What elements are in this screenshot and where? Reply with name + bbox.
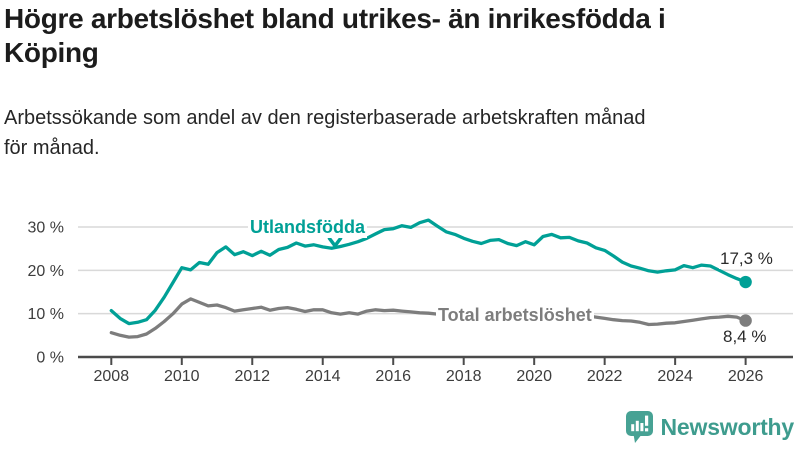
x-axis-tick-label: 2024 bbox=[657, 368, 693, 385]
x-axis-tick-label: 2018 bbox=[446, 368, 482, 385]
x-axis-tick-label: 2026 bbox=[728, 368, 764, 385]
x-axis-tick-label: 2022 bbox=[587, 368, 623, 385]
y-axis-tick-label: 0 % bbox=[36, 350, 64, 367]
end-value-label-total: 8,4 % bbox=[722, 327, 768, 347]
y-axis-tick-label: 30 % bbox=[28, 220, 64, 237]
series-label-total-arbetsloshet: Total arbetslöshet bbox=[436, 305, 594, 326]
end-value-label-utlandsfodda: 17,3 % bbox=[719, 249, 774, 269]
x-axis-tick-label: 2010 bbox=[164, 368, 200, 385]
x-axis-tick-label: 2012 bbox=[234, 368, 270, 385]
series-end-dot-total bbox=[739, 314, 752, 327]
subtitle-line-1: Arbetssökande som andel av den registerb… bbox=[4, 107, 646, 129]
label-pointer-chevron-icon bbox=[327, 236, 343, 248]
title-line-1: Högre arbetslöshet bland utrikes- än inr… bbox=[4, 3, 666, 34]
brand-name: Newsworthy bbox=[660, 413, 795, 440]
x-axis-tick-label: 2016 bbox=[375, 368, 411, 385]
x-axis-tick-label: 2020 bbox=[516, 368, 552, 385]
newsworthy-logo[interactable]: Newsworthy bbox=[625, 409, 794, 445]
series-label-utlandsfodda: Utlandsfödda bbox=[248, 217, 367, 238]
bar-chart-speech-bubble-icon bbox=[625, 411, 653, 443]
subtitle-line-2: för månad. bbox=[4, 137, 100, 159]
y-axis-tick-label: 10 % bbox=[28, 306, 64, 323]
series-end-dot-utlandsfodda bbox=[739, 275, 752, 289]
title-line-2: Köping bbox=[4, 37, 99, 68]
page-title: Högre arbetslöshet bland utrikes- än inr… bbox=[4, 2, 796, 70]
x-axis-tick-label: 2008 bbox=[94, 368, 130, 385]
series-line-total bbox=[109, 297, 748, 339]
x-axis-tick-label: 2014 bbox=[305, 368, 341, 385]
series-line-utlandsfodda bbox=[109, 218, 748, 326]
y-axis-tick-label: 20 % bbox=[28, 263, 64, 280]
chart-subtitle: Arbetssökande som andel av den registerb… bbox=[4, 103, 794, 163]
